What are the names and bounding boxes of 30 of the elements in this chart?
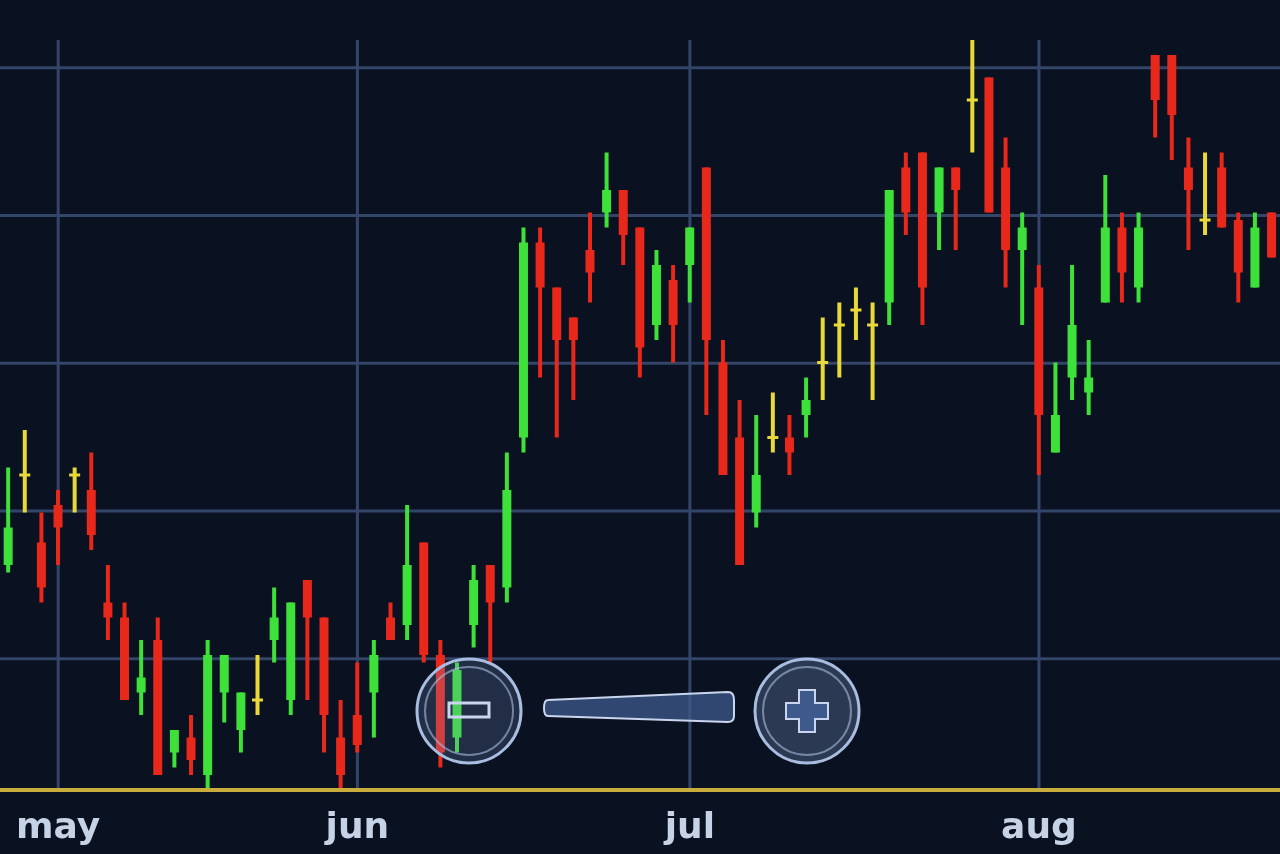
- candlestick: [602, 152, 612, 228]
- candlestick: [801, 377, 811, 438]
- candlestick: [1084, 340, 1094, 415]
- candlestick: [69, 467, 81, 513]
- candlestick: [386, 602, 395, 640]
- candlestick: [784, 415, 794, 475]
- candlestick: [1017, 212, 1027, 325]
- candlestick: [136, 640, 146, 715]
- candlestick: [252, 655, 264, 715]
- candlestick: [867, 302, 879, 400]
- candlestick: [568, 317, 578, 400]
- x-tick-label: aug: [1001, 804, 1077, 846]
- x-tick-label: may: [16, 804, 101, 846]
- x-tick-label: jul: [662, 804, 716, 846]
- candlestick: [19, 430, 31, 513]
- candlestick: [585, 212, 595, 303]
- candlestick: [103, 565, 113, 640]
- candlestick: [833, 302, 845, 378]
- candlestick: [817, 317, 829, 400]
- candlestick: [1199, 152, 1211, 235]
- candlestick: [169, 730, 179, 768]
- candlestick: [53, 490, 63, 565]
- candlestick: [951, 167, 961, 250]
- candlestick: [186, 715, 196, 775]
- candlestick: [850, 287, 862, 340]
- candlestick: [269, 587, 279, 663]
- candlestick: [966, 40, 978, 153]
- x-tick-label: jun: [323, 804, 390, 846]
- candlestick: [1183, 137, 1193, 250]
- candlestick: [767, 392, 779, 453]
